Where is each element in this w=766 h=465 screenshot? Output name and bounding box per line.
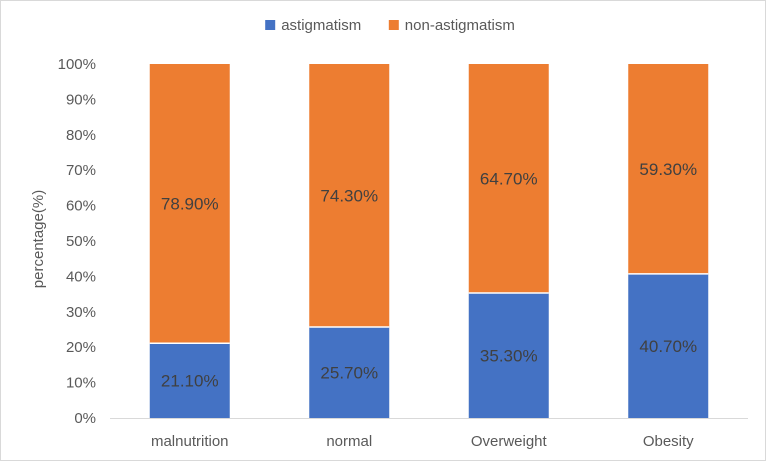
y-tick-label: 50% <box>66 233 96 250</box>
y-tick-label: 0% <box>74 410 96 427</box>
legend-swatch-astigmatism <box>265 20 276 30</box>
data-label: 59.30% <box>639 160 697 179</box>
x-axis: malnutrition normal Overweight Obesity <box>110 418 748 450</box>
bar-non-astigmatism <box>628 64 709 274</box>
data-label: 35.30% <box>480 347 538 366</box>
bar-astigmatism <box>468 293 549 418</box>
legend: astigmatism non-astigmatism <box>265 17 515 34</box>
data-label: 40.70% <box>639 337 697 356</box>
y-axis-title: percentage(%) <box>30 190 47 288</box>
legend-label: non-astigmatism <box>405 17 515 34</box>
y-tick-label: 20% <box>66 339 96 356</box>
bar-non-astigmatism <box>149 64 230 344</box>
y-tick-label: 30% <box>66 304 96 321</box>
data-label: 74.30% <box>320 187 378 206</box>
y-tick-label: 100% <box>58 56 96 73</box>
y-tick-label: 70% <box>66 162 96 179</box>
bar-astigmatism <box>309 327 390 418</box>
x-tick-label: Overweight <box>471 433 548 450</box>
y-tick-label: 10% <box>66 375 96 392</box>
bar-non-astigmatism <box>309 64 390 328</box>
legend-label: astigmatism <box>281 17 361 34</box>
bars: 21.10% 78.90% 25.70% 74.30% 35.30% 64.70% 40.7… <box>149 64 709 418</box>
y-axis: 0% 10% 20% 30% 40% 50% 60% 70% 80% 90% 100% <box>58 56 96 427</box>
data-label: 25.70% <box>320 364 378 383</box>
bar-astigmatism <box>628 273 709 418</box>
x-tick-label: malnutrition <box>151 433 229 450</box>
data-label: 64.70% <box>480 170 538 189</box>
bar-astigmatism <box>149 343 230 418</box>
data-label: 78.90% <box>161 195 219 214</box>
bar-non-astigmatism <box>468 64 549 294</box>
y-tick-label: 80% <box>66 127 96 144</box>
x-tick-label: Obesity <box>643 433 694 450</box>
y-tick-label: 40% <box>66 268 96 285</box>
y-tick-label: 90% <box>66 91 96 108</box>
y-tick-label: 60% <box>66 198 96 215</box>
legend-swatch-non-astigmatism <box>388 20 399 30</box>
data-label: 21.10% <box>161 372 219 391</box>
x-tick-label: normal <box>326 433 372 450</box>
